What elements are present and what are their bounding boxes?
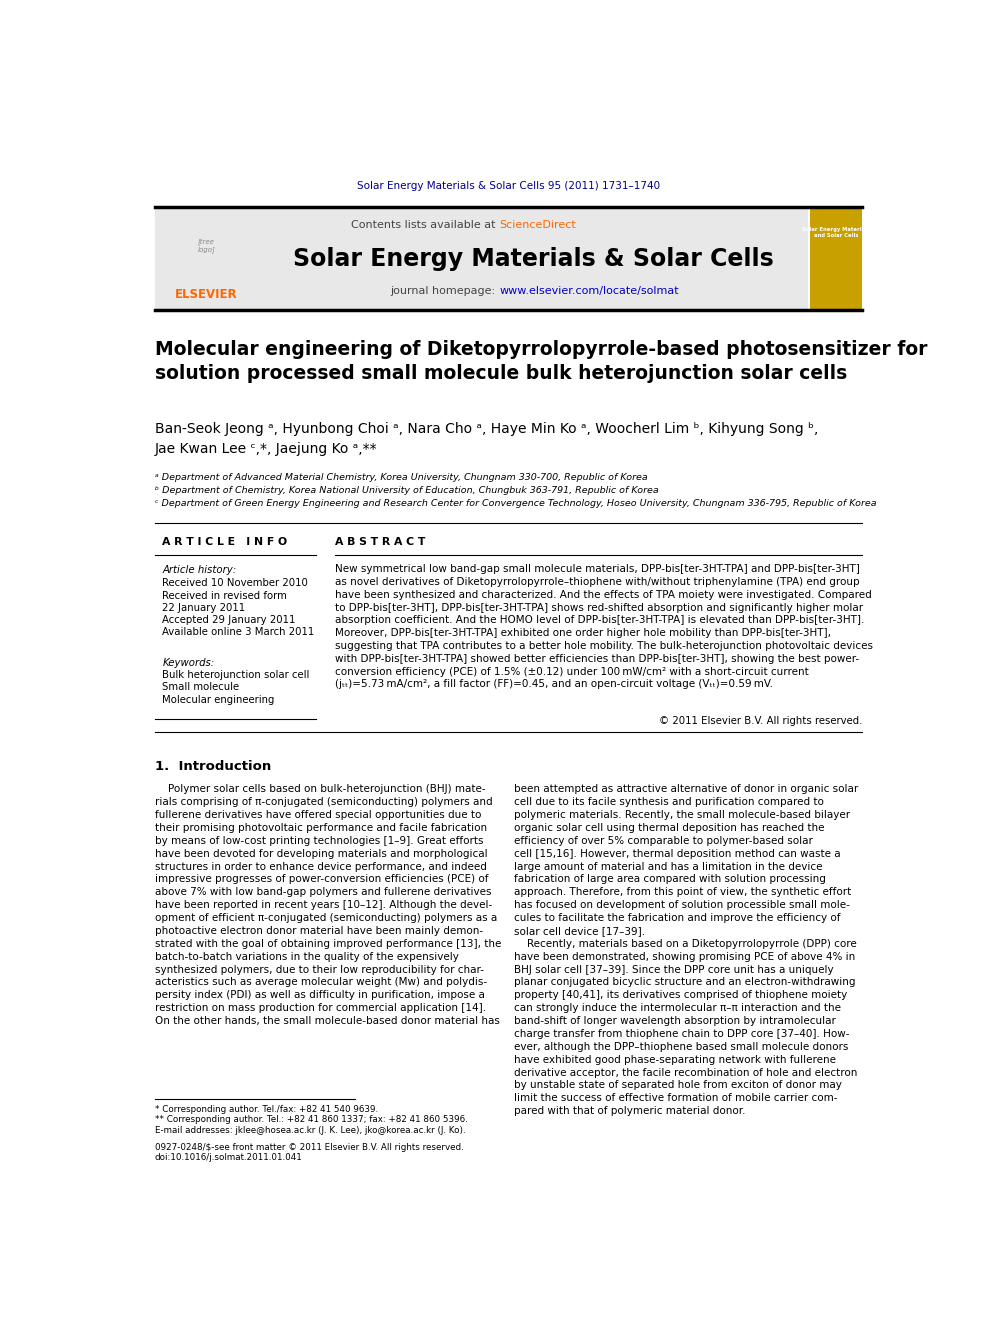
Text: Small molecule: Small molecule — [163, 683, 239, 692]
Text: Solar Energy Materials
and Solar Cells: Solar Energy Materials and Solar Cells — [802, 226, 870, 238]
Text: been attempted as attractive alternative of donor in organic solar
cell due to i: been attempted as attractive alternative… — [514, 785, 858, 1117]
Text: journal homepage:: journal homepage: — [391, 286, 499, 296]
Text: 22 January 2011: 22 January 2011 — [163, 603, 246, 613]
Text: www.elsevier.com/locate/solmat: www.elsevier.com/locate/solmat — [499, 286, 679, 296]
Text: Ban-Seok Jeong ᵃ, Hyunbong Choi ᵃ, Nara Cho ᵃ, Haye Min Ko ᵃ, Woocherl Lim ᵇ, Ki: Ban-Seok Jeong ᵃ, Hyunbong Choi ᵃ, Nara … — [155, 422, 818, 435]
FancyBboxPatch shape — [809, 206, 862, 310]
Text: Bulk heterojunction solar cell: Bulk heterojunction solar cell — [163, 671, 310, 680]
Text: Solar Energy Materials & Solar Cells: Solar Energy Materials & Solar Cells — [293, 246, 774, 271]
Text: A R T I C L E   I N F O: A R T I C L E I N F O — [163, 537, 288, 546]
Text: E-mail addresses: jklee@hosea.ac.kr (J. K. Lee), jko@korea.ac.kr (J. Ko).: E-mail addresses: jklee@hosea.ac.kr (J. … — [155, 1126, 465, 1135]
Text: Received in revised form: Received in revised form — [163, 590, 288, 601]
Text: * Corresponding author. Tel./fax: +82 41 540 9639.: * Corresponding author. Tel./fax: +82 41… — [155, 1105, 378, 1114]
Text: ᶜ Department of Green Energy Engineering and Research Center for Convergence Tec: ᶜ Department of Green Energy Engineering… — [155, 499, 876, 508]
FancyBboxPatch shape — [155, 206, 259, 310]
Text: ᵃ Department of Advanced Material Chemistry, Korea University, Chungnam 330-700,: ᵃ Department of Advanced Material Chemis… — [155, 472, 648, 482]
Text: Article history:: Article history: — [163, 565, 236, 576]
Text: [tree
logo]: [tree logo] — [197, 238, 215, 253]
Text: Polymer solar cells based on bulk-heterojunction (BHJ) mate-
rials comprising of: Polymer solar cells based on bulk-hetero… — [155, 785, 501, 1027]
Text: A B S T R A C T: A B S T R A C T — [335, 537, 426, 546]
Text: Contents lists available at: Contents lists available at — [351, 220, 499, 230]
Text: Jae Kwan Lee ᶜ,*, Jaejung Ko ᵃ,**: Jae Kwan Lee ᶜ,*, Jaejung Ko ᵃ,** — [155, 442, 377, 456]
Text: 0927-0248/$-see front matter © 2011 Elsevier B.V. All rights reserved.: 0927-0248/$-see front matter © 2011 Else… — [155, 1143, 463, 1152]
Text: Accepted 29 January 2011: Accepted 29 January 2011 — [163, 615, 296, 626]
Text: ** Corresponding author. Tel.: +82 41 860 1337; fax: +82 41 860 5396.: ** Corresponding author. Tel.: +82 41 86… — [155, 1115, 467, 1125]
Text: ScienceDirect: ScienceDirect — [499, 220, 576, 230]
Text: Received 10 November 2010: Received 10 November 2010 — [163, 578, 309, 589]
Text: ᵇ Department of Chemistry, Korea National University of Education, Chungbuk 363-: ᵇ Department of Chemistry, Korea Nationa… — [155, 486, 659, 495]
Text: Available online 3 March 2011: Available online 3 March 2011 — [163, 627, 314, 638]
Text: New symmetrical low band-gap small molecule materials, DPP-bis[ter-3HT-TPA] and : New symmetrical low band-gap small molec… — [335, 564, 873, 689]
Text: 1.  Introduction: 1. Introduction — [155, 759, 271, 773]
Text: Molecular engineering of Diketopyrrolopyrrole-based photosensitizer for
solution: Molecular engineering of Diketopyrrolopy… — [155, 340, 928, 384]
Text: doi:10.1016/j.solmat.2011.01.041: doi:10.1016/j.solmat.2011.01.041 — [155, 1154, 303, 1162]
FancyBboxPatch shape — [259, 206, 808, 310]
Text: ELSEVIER: ELSEVIER — [175, 287, 237, 300]
Text: © 2011 Elsevier B.V. All rights reserved.: © 2011 Elsevier B.V. All rights reserved… — [659, 716, 862, 726]
Text: Keywords:: Keywords: — [163, 658, 214, 668]
Text: Solar Energy Materials & Solar Cells 95 (2011) 1731–1740: Solar Energy Materials & Solar Cells 95 … — [357, 181, 660, 192]
Text: Molecular engineering: Molecular engineering — [163, 695, 275, 705]
